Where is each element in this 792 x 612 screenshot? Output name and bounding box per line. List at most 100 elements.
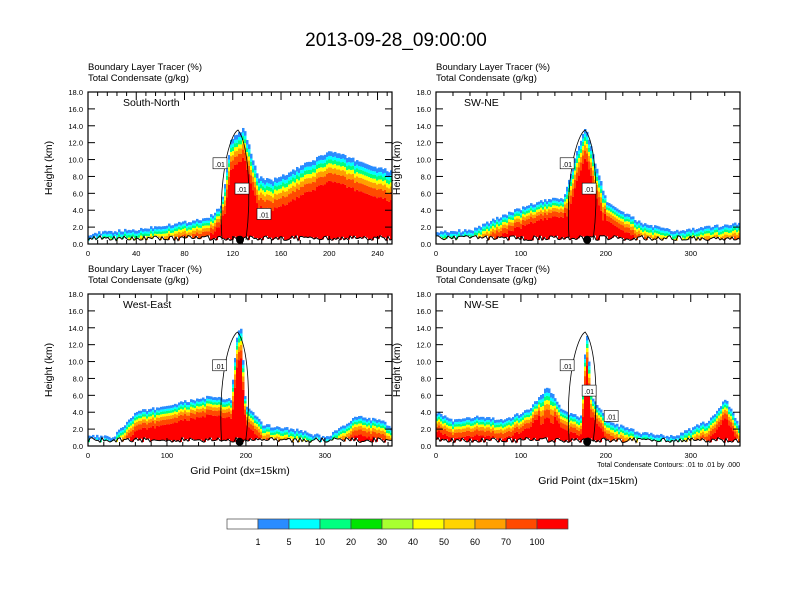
field-cell [582, 395, 585, 400]
field-cell [698, 428, 701, 431]
field-cell [528, 419, 531, 424]
field-cell [724, 399, 727, 403]
field-cell [624, 213, 627, 217]
field-cell [450, 432, 453, 438]
contour-label: .01 [562, 162, 572, 169]
field-cell [498, 223, 501, 227]
field-cell [368, 173, 371, 178]
panel-title-line: Boundary Layer Tracer (%) [436, 264, 550, 275]
field-cell [700, 436, 703, 441]
field-cell [212, 218, 215, 221]
condensate-contour [568, 129, 597, 240]
field-cell [230, 413, 233, 419]
field-cell [550, 422, 553, 442]
field-cell [706, 433, 709, 437]
field-cell [382, 439, 385, 441]
field-cell [274, 207, 277, 239]
field-cell [194, 230, 197, 235]
field-cell [370, 165, 373, 171]
field-cell [554, 200, 557, 203]
field-cell [258, 186, 261, 191]
field-cell [272, 211, 275, 241]
field-cell [610, 204, 613, 208]
field-cell [228, 155, 231, 160]
field-cell [214, 231, 217, 239]
field-cell [700, 425, 703, 428]
field-cell [308, 433, 311, 437]
field-cell [252, 425, 255, 431]
field-cell [544, 202, 547, 205]
field-cell [524, 417, 527, 421]
field-cell [438, 411, 441, 415]
field-cell [384, 168, 387, 173]
field-cell [172, 230, 175, 233]
field-cell [712, 231, 715, 235]
field-cell [198, 225, 201, 228]
field-cell [592, 166, 595, 171]
field-cell [724, 409, 727, 414]
field-cell [508, 435, 511, 439]
field-cell [346, 423, 349, 427]
field-cell [438, 416, 441, 420]
field-cell [376, 189, 379, 199]
field-cell [176, 228, 179, 232]
field-cell [542, 212, 545, 216]
field-cell [358, 418, 361, 422]
field-cell [702, 232, 705, 236]
field-cell [450, 236, 453, 238]
field-cell [574, 432, 577, 441]
field-cell [150, 231, 153, 234]
field-cell [234, 358, 237, 363]
field-cell [382, 420, 385, 424]
field-cell [668, 439, 671, 441]
field-cell [540, 203, 543, 206]
field-cell [646, 229, 649, 233]
field-cell [544, 204, 547, 207]
field-cell [390, 437, 392, 441]
field-cell [380, 420, 383, 424]
field-cell [384, 429, 387, 432]
contour-label: .01 [562, 364, 572, 371]
field-cell [452, 431, 455, 436]
field-cell [216, 208, 219, 212]
field-cell [446, 424, 449, 428]
field-cell [380, 430, 383, 435]
field-cell [684, 437, 687, 441]
field-cell [678, 231, 681, 235]
field-cell [576, 416, 579, 420]
field-cell [146, 231, 149, 234]
field-cell [656, 228, 659, 231]
field-cell [556, 201, 559, 204]
field-cell [530, 203, 533, 207]
field-cell [146, 236, 149, 239]
field-cell [284, 175, 287, 181]
field-cell [296, 196, 299, 236]
field-cell [354, 416, 357, 420]
field-cell [484, 431, 487, 437]
field-cell [226, 406, 229, 410]
field-cell [572, 175, 575, 180]
field-cell [88, 440, 91, 443]
field-cell [304, 174, 307, 179]
field-cell [572, 183, 575, 189]
field-cell [272, 435, 275, 438]
field-cell [204, 228, 207, 232]
field-cell [710, 430, 713, 437]
field-cell [440, 234, 443, 237]
field-cell [190, 229, 193, 233]
field-cell [674, 238, 677, 241]
field-cell [226, 412, 229, 418]
field-cell [472, 423, 475, 426]
field-cell [506, 421, 509, 424]
field-cell [158, 421, 161, 427]
field-cell [558, 209, 561, 213]
field-cell [300, 435, 303, 438]
field-cell [132, 416, 135, 420]
field-cell [546, 404, 549, 410]
field-cell [370, 420, 373, 424]
field-cell [718, 411, 721, 414]
field-cell [320, 176, 323, 185]
field-cell [160, 234, 163, 237]
field-cell [204, 412, 207, 418]
field-cell [572, 427, 575, 433]
